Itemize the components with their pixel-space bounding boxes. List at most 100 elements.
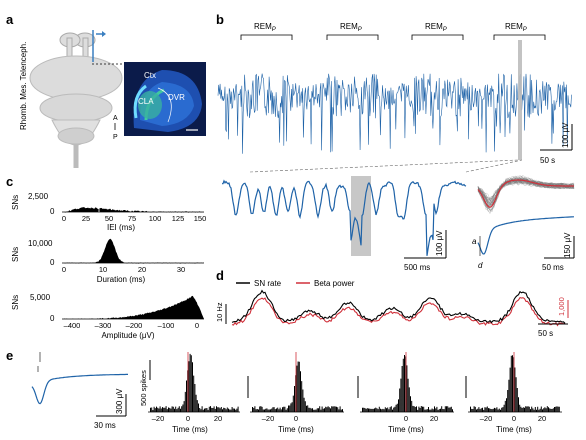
slice-label-cla: CLA <box>138 97 154 106</box>
e-h1-xtick-neg20: –20 <box>152 414 165 423</box>
overlay-wave-34 <box>477 176 575 211</box>
wave-scale-amp: 150 μV <box>563 232 572 258</box>
e-h4-xtick-neg20: –20 <box>480 414 493 423</box>
iei-xtick-125: 125 <box>172 214 185 223</box>
orient-anterior: A <box>113 115 118 122</box>
rem-label-2: REMP <box>326 22 379 40</box>
e-h3-xtick-0: 0 <box>404 414 408 423</box>
duration-ytick-10000: 10,000 <box>28 239 53 248</box>
svg-text:REMP: REMP <box>340 22 362 33</box>
amplitude-xtick-400: –400 <box>64 321 81 330</box>
svg-text:REMP: REMP <box>425 22 447 33</box>
iei-xtick-0: 0 <box>62 214 66 223</box>
iei-xticks: 0 25 50 75 100 125 150 <box>62 214 206 223</box>
legend-sn-rate: SN rate <box>254 279 282 288</box>
e-histogram-3-bars <box>362 355 453 412</box>
e-h4-xtick-20: 20 <box>538 414 546 423</box>
duration-xticks: 0 10 20 30 <box>62 265 185 274</box>
iei-xlabel: IEI (ms) <box>107 223 135 232</box>
iei-annotation: 38.5 ms <box>84 198 112 207</box>
e-histogram-4: –20 0 20 Time (ms) <box>465 352 562 434</box>
e-h2-xlabel: Time (ms) <box>278 425 314 434</box>
slice-label-ctx: Ctx <box>144 71 156 80</box>
duration-histogram-area <box>64 238 204 264</box>
panel-d: d SN rate Beta power 10 Hz 1,000 50 s <box>215 268 569 338</box>
panel-b: b REMP REMP REMP REMP <box>216 12 575 272</box>
panel-a: a Rhomb. Mes. Telenceph. A P <box>6 12 206 168</box>
iei-xtick-50: 50 <box>105 214 113 223</box>
e-histogram-2-bars <box>252 361 343 412</box>
panel-b-letter: b <box>216 12 224 27</box>
slice-image: Ctx CLA DVR <box>124 62 206 136</box>
e-crosscorrelograms: –20 0 20 Time (ms) –20 0 Time (ms) 0 <box>148 352 562 434</box>
panel-e-letter: e <box>6 348 13 363</box>
svg-text:REMP: REMP <box>505 22 527 33</box>
zoom-scale-time: 500 ms <box>404 263 430 272</box>
wave-letter-d: d <box>478 261 483 270</box>
e-histogram-1-bars <box>150 353 239 412</box>
amplitude-histogram: SNs 5,000 0 –400 –300 –200 –100 0 Amplit… <box>11 293 204 340</box>
duration-xtick-20: 20 <box>138 265 146 274</box>
e-h2-xtick-0: 0 <box>294 414 298 423</box>
overlay-wave-36 <box>477 177 575 208</box>
brain-diagram <box>29 30 128 168</box>
d-legend: SN rate Beta power <box>236 279 355 288</box>
rem-label-3: REMP <box>411 22 464 40</box>
e-h4-xtick-0: 0 <box>512 414 516 423</box>
svg-text:REMP: REMP <box>254 22 276 33</box>
duration-histogram: SNs 10,000 0 0 10 20 30 Duration (ms) <box>11 238 204 284</box>
e-histogram-1: –20 0 20 Time (ms) <box>148 352 240 434</box>
amplitude-xtick-100: –100 <box>158 321 175 330</box>
overlay-wave-39 <box>477 179 575 202</box>
iei-ytick-2500: 2,500 <box>28 192 49 201</box>
zoom-scalebar: 100 μV 500 ms <box>404 230 447 272</box>
iei-ylabel: SNs <box>11 195 20 210</box>
amplitude-ylabel: SNs <box>11 295 20 310</box>
panel-c-letter: c <box>6 174 13 189</box>
amplitude-xlabel: Amplitude (μV) <box>101 331 154 340</box>
panel-e: e 300 μV 30 ms 500 spikes –20 0 20 Time … <box>6 348 562 434</box>
duration-xtick-0: 0 <box>62 265 66 274</box>
e-h1-xtick-0: 0 <box>186 414 190 423</box>
duration-xlabel: Duration (ms) <box>97 275 146 284</box>
amplitude-xtick-300: –300 <box>95 321 112 330</box>
panel-c: c SNs 2,500 0 0 25 50 75 100 125 150 IEI… <box>6 174 206 340</box>
e-h1-xtick-20: 20 <box>214 414 222 423</box>
lfp-highlight-band <box>518 40 522 160</box>
iei-xtick-25: 25 <box>82 214 90 223</box>
e-h4-xlabel: Time (ms) <box>496 425 532 434</box>
panel-d-letter: d <box>216 268 224 283</box>
iei-histogram: SNs 2,500 0 0 25 50 75 100 125 150 IEI (… <box>11 192 206 232</box>
slice-label-dvr: DVR <box>168 93 185 102</box>
e-h1-xlabel: Time (ms) <box>172 425 208 434</box>
e-ylabel: 500 spikes <box>139 370 148 406</box>
e-histogram-3: 0 20 Time (ms) <box>357 352 454 434</box>
e-wave-scale-amp: 300 μV <box>115 388 124 414</box>
e-histogram-4-bars <box>470 355 560 412</box>
d-right-scale-label: 1,000 <box>557 297 566 316</box>
duration-ylabel: SNs <box>11 247 20 262</box>
iei-xtick-150: 150 <box>194 214 207 223</box>
iei-ytick-0: 0 <box>50 207 55 216</box>
wave-scale-time: 50 ms <box>542 263 564 272</box>
duration-ytick-0: 0 <box>50 258 55 267</box>
zoom-scale-amp: 100 μV <box>435 230 444 256</box>
rem-label-4: REMP <box>493 22 546 40</box>
wave-scalebar: 150 μV 50 ms <box>542 232 575 272</box>
amplitude-ytick-5000: 5,000 <box>30 293 51 302</box>
e-wave-scale-time: 30 ms <box>94 421 116 430</box>
lfp-long-trace <box>217 73 572 154</box>
lfp-scale-time: 50 s <box>540 156 555 165</box>
amplitude-ytick-0: 0 <box>50 314 55 323</box>
e-h3-xtick-20: 20 <box>430 414 438 423</box>
d-time-scale-label: 50 s <box>538 329 553 338</box>
d-left-scale-label: 10 Hz <box>215 302 224 322</box>
rem-label-1: REMP <box>240 22 293 40</box>
rem-labels: REMP REMP REMP REMP <box>240 22 546 40</box>
iei-xtick-100: 100 <box>149 214 162 223</box>
amplitude-xtick-200: –200 <box>126 321 143 330</box>
e-h2-xtick-neg20: –20 <box>262 414 275 423</box>
e-histogram-2: –20 0 Time (ms) <box>247 352 344 434</box>
amplitude-xtick-0: 0 <box>195 321 199 330</box>
legend-beta-power: Beta power <box>314 279 355 288</box>
